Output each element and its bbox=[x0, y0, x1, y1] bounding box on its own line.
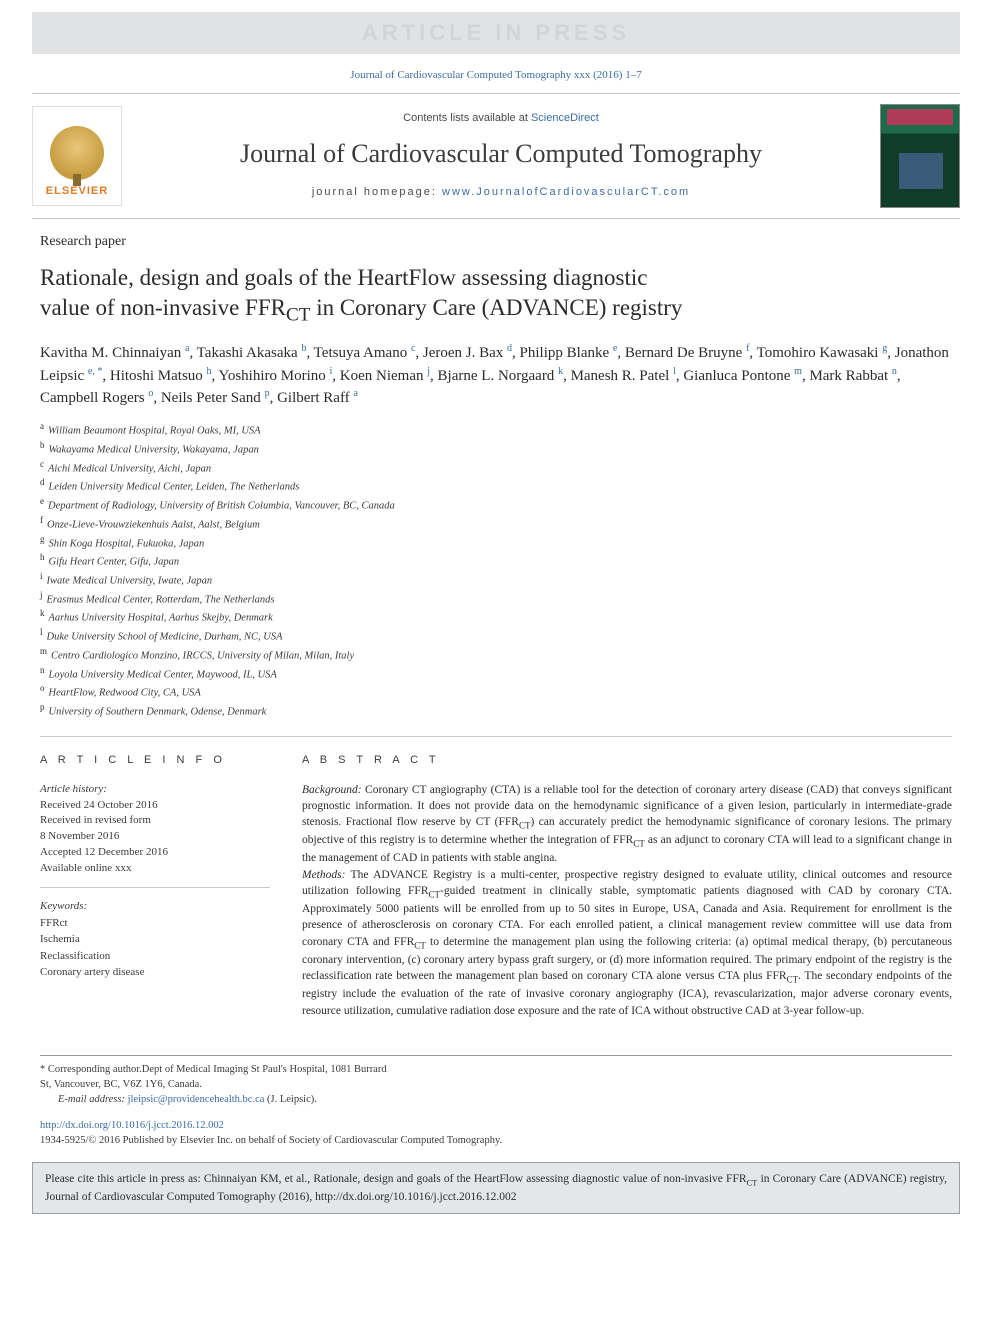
abstract-background-label: Background: bbox=[302, 784, 362, 796]
author: Gianluca Pontone m bbox=[683, 368, 802, 384]
corresponding-line-1: Corresponding author.Dept of Medical Ima… bbox=[45, 1064, 386, 1075]
keywords-label: Keywords: bbox=[40, 898, 270, 915]
article-info-heading: A R T I C L E I N F O bbox=[40, 753, 270, 768]
affiliation: cAichi Medical University, Aichi, Japan bbox=[40, 458, 952, 477]
history-received: Received 24 October 2016 bbox=[40, 798, 270, 814]
author: Hitoshi Matsuo h bbox=[110, 368, 212, 384]
keyword: Coronary artery disease bbox=[40, 964, 270, 981]
history-accepted: Accepted 12 December 2016 bbox=[40, 845, 270, 861]
please-cite-box: Please cite this article in press as: Ch… bbox=[32, 1162, 960, 1214]
abstract-methods-label: Methods: bbox=[302, 869, 345, 881]
journal-name: Journal of Cardiovascular Computed Tomog… bbox=[138, 136, 864, 171]
affiliation: bWakayama Medical University, Wakayama, … bbox=[40, 439, 952, 458]
affiliation: oHeartFlow, Redwood City, CA, USA bbox=[40, 682, 952, 701]
title-line-2-pre: value of non-invasive FFR bbox=[40, 295, 286, 320]
title-sub-ct: CT bbox=[286, 304, 310, 325]
author: Mark Rabbat n bbox=[809, 368, 896, 384]
journal-cover-thumbnail bbox=[880, 104, 960, 208]
history-revised-1: Received in revised form bbox=[40, 813, 270, 829]
footer-block: * Corresponding author.Dept of Medical I… bbox=[40, 1055, 952, 1148]
author: Takashi Akasaka b bbox=[197, 345, 307, 361]
corresponding-email-link[interactable]: jleipsic@providencehealth.bc.ca bbox=[128, 1094, 265, 1105]
affiliation: mCentro Cardiologico Monzino, IRCCS, Uni… bbox=[40, 645, 952, 664]
article-content: Research paper Rationale, design and goa… bbox=[0, 219, 992, 1019]
abstract-column: A B S T R A C T Background: Coronary CT … bbox=[302, 753, 952, 1019]
abstract-text: Background: Coronary CT angiography (CTA… bbox=[302, 782, 952, 1019]
contents-prefix: Contents lists available at bbox=[403, 112, 531, 124]
abstract-sub-2: CT bbox=[633, 839, 645, 849]
journal-banner: ELSEVIER Contents lists available at Sci… bbox=[32, 93, 960, 219]
article-history-block: Article history: Received 24 October 201… bbox=[40, 782, 270, 889]
author: Tetsuya Amano c bbox=[314, 345, 416, 361]
author: Philipp Blanke e bbox=[520, 345, 618, 361]
author: Yoshihiro Morino i bbox=[219, 368, 333, 384]
affiliation: eDepartment of Radiology, University of … bbox=[40, 495, 952, 514]
title-line-2-post: in Coronary Care (ADVANCE) registry bbox=[310, 295, 682, 320]
sciencedirect-link[interactable]: ScienceDirect bbox=[531, 112, 599, 124]
affiliation: kAarhus University Hospital, Aarhus Skej… bbox=[40, 607, 952, 626]
elsevier-label: ELSEVIER bbox=[46, 184, 108, 205]
article-title: Rationale, design and goals of the Heart… bbox=[40, 263, 952, 328]
email-suffix: (J. Leipsic). bbox=[264, 1094, 317, 1105]
banner-center: Contents lists available at ScienceDirec… bbox=[138, 111, 864, 200]
elsevier-tree-icon bbox=[50, 126, 104, 180]
history-label: Article history: bbox=[40, 782, 270, 798]
elsevier-logo: ELSEVIER bbox=[32, 106, 122, 206]
author: Tomohiro Kawasaki g bbox=[757, 345, 888, 361]
homepage-label: journal homepage: bbox=[312, 186, 442, 198]
keyword: Ischemia bbox=[40, 931, 270, 948]
title-line-1: Rationale, design and goals of the Heart… bbox=[40, 265, 647, 290]
affiliation: hGifu Heart Center, Gifu, Japan bbox=[40, 551, 952, 570]
affiliation: pUniversity of Southern Denmark, Odense,… bbox=[40, 701, 952, 720]
affiliation-list: aWilliam Beaumont Hospital, Royal Oaks, … bbox=[40, 420, 952, 720]
email-line: E-mail address: jleipsic@providencehealt… bbox=[40, 1092, 952, 1107]
abstract-sub-5: CT bbox=[787, 974, 799, 984]
affiliation: nLoyola University Medical Center, Maywo… bbox=[40, 664, 952, 683]
author: Gilbert Raff a bbox=[277, 390, 358, 406]
author: Bernard De Bruyne f bbox=[625, 345, 750, 361]
author: Neils Peter Sand p bbox=[161, 390, 270, 406]
keyword: Reclassification bbox=[40, 948, 270, 965]
doi-line: http://dx.doi.org/10.1016/j.jcct.2016.12… bbox=[40, 1118, 952, 1133]
article-in-press-watermark: ARTICLE IN PRESS bbox=[32, 12, 960, 54]
journal-homepage-link[interactable]: www.JournalofCardiovascularCT.com bbox=[442, 186, 690, 198]
contents-available-line: Contents lists available at ScienceDirec… bbox=[138, 111, 864, 126]
history-online: Available online xxx bbox=[40, 861, 270, 877]
history-revised-2: 8 November 2016 bbox=[40, 829, 270, 845]
corresponding-line-2: St, Vancouver, BC, V6Z 1Y6, Canada. bbox=[40, 1077, 952, 1092]
article-info-column: A R T I C L E I N F O Article history: R… bbox=[40, 753, 270, 1019]
cite-pre: Please cite this article in press as: Ch… bbox=[45, 1173, 747, 1185]
journal-homepage-line: journal homepage: www.JournalofCardiovas… bbox=[138, 185, 864, 200]
abstract-sub-1: CT bbox=[519, 821, 531, 831]
affiliation: aWilliam Beaumont Hospital, Royal Oaks, … bbox=[40, 420, 952, 439]
info-abstract-columns: A R T I C L E I N F O Article history: R… bbox=[40, 753, 952, 1019]
copyright-line: 1934-5925/© 2016 Published by Elsevier I… bbox=[40, 1133, 952, 1148]
document-type: Research paper bbox=[40, 233, 952, 252]
keyword: FFRct bbox=[40, 915, 270, 932]
author: Koen Nieman j bbox=[340, 368, 430, 384]
author: Campbell Rogers o bbox=[40, 390, 153, 406]
affiliation: jErasmus Medical Center, Rotterdam, The … bbox=[40, 589, 952, 608]
abstract-sub-4: CT bbox=[414, 940, 426, 950]
cite-sub: CT bbox=[747, 1177, 758, 1187]
divider-rule bbox=[40, 736, 952, 737]
author: Bjarne L. Norgaard k bbox=[438, 368, 564, 384]
author: Jeroen J. Bax d bbox=[423, 345, 512, 361]
top-journal-citation: Journal of Cardiovascular Computed Tomog… bbox=[0, 68, 992, 83]
affiliation: iIwate Medical University, Iwate, Japan bbox=[40, 570, 952, 589]
affiliation: fOnze-Lieve-Vrouwziekenhuis Aalst, Aalst… bbox=[40, 514, 952, 533]
author: Manesh R. Patel l bbox=[571, 368, 676, 384]
doi-link[interactable]: http://dx.doi.org/10.1016/j.jcct.2016.12… bbox=[40, 1120, 224, 1131]
author-list: Kavitha M. Chinnaiyan a, Takashi Akasaka… bbox=[40, 342, 952, 410]
corresponding-author: * Corresponding author.Dept of Medical I… bbox=[40, 1062, 952, 1077]
affiliation: dLeiden University Medical Center, Leide… bbox=[40, 476, 952, 495]
affiliation: gShin Koga Hospital, Fukuoka, Japan bbox=[40, 533, 952, 552]
author: Kavitha M. Chinnaiyan a bbox=[40, 345, 189, 361]
keywords-block: Keywords: FFRctIschemiaReclassificationC… bbox=[40, 898, 270, 981]
affiliation: lDuke University School of Medicine, Dur… bbox=[40, 626, 952, 645]
email-label: E-mail address: bbox=[58, 1094, 128, 1105]
abstract-sub-3: CT bbox=[429, 889, 441, 899]
abstract-heading: A B S T R A C T bbox=[302, 753, 952, 768]
